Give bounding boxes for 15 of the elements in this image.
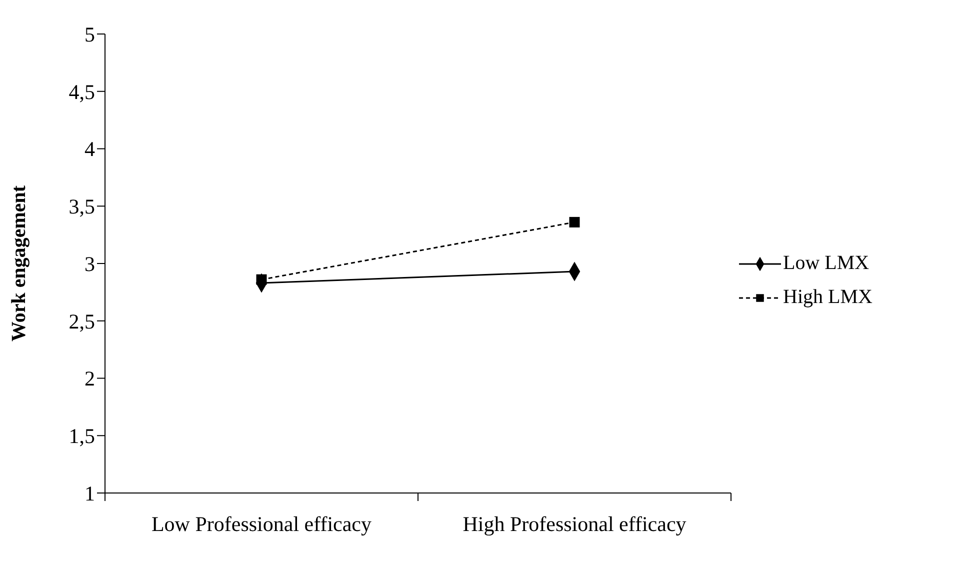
y-tick-label: 3 bbox=[84, 252, 95, 276]
y-tick-label: 4 bbox=[84, 137, 96, 162]
point bbox=[569, 216, 580, 228]
y-tick-label: 2 bbox=[84, 366, 95, 391]
y-axis-title: Work engagement bbox=[8, 185, 30, 342]
x-tick-label: High Professional efficacy bbox=[462, 512, 687, 536]
y-tick-label: 1 bbox=[84, 481, 95, 506]
y-tick-label: 2,5 bbox=[68, 309, 95, 334]
x-tick-label: Low Professional efficacy bbox=[151, 512, 372, 536]
y-tick-label: 5 bbox=[84, 22, 95, 46]
y-tick-label: 1,5 bbox=[68, 424, 95, 448]
legend-label: High LMX bbox=[783, 286, 872, 309]
legend-label: Low LMX bbox=[783, 252, 870, 275]
y-tick-label: 4,5 bbox=[68, 80, 95, 104]
y-tick-label: 3,5 bbox=[68, 194, 95, 219]
